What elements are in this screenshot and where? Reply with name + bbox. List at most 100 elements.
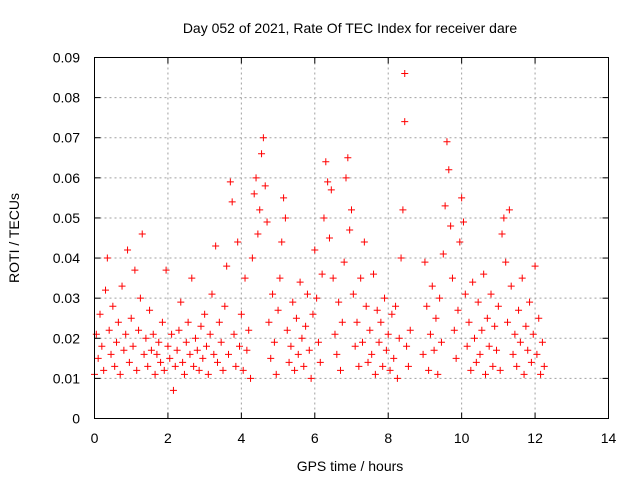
- data-point: [281, 214, 289, 222]
- data-point: [489, 362, 497, 370]
- data-point: [131, 266, 139, 274]
- data-point: [146, 306, 154, 314]
- data-point: [329, 274, 337, 282]
- data-point: [175, 326, 183, 334]
- data-point: [364, 358, 372, 366]
- y-tick-label: 0.09: [53, 50, 80, 66]
- data-point: [496, 366, 504, 374]
- data-point: [443, 138, 451, 146]
- data-point: [111, 362, 119, 370]
- data-point: [105, 326, 113, 334]
- data-point: [265, 318, 273, 326]
- data-point: [197, 322, 205, 330]
- data-point: [469, 278, 477, 286]
- data-point: [447, 222, 455, 230]
- data-point: [362, 302, 370, 310]
- data-point: [276, 274, 284, 282]
- data-point: [160, 366, 168, 374]
- data-point: [370, 270, 378, 278]
- data-point: [500, 214, 508, 222]
- data-point: [511, 330, 519, 338]
- data-point: [234, 238, 242, 246]
- y-tick-label: 0.03: [53, 290, 80, 306]
- y-tick-label: 0.02: [53, 330, 80, 346]
- data-point: [226, 178, 234, 186]
- data-point: [274, 306, 282, 314]
- data-point: [531, 262, 539, 270]
- data-point: [283, 326, 291, 334]
- data-point: [540, 362, 548, 370]
- data-point: [425, 366, 433, 374]
- data-point: [401, 70, 409, 78]
- data-point: [399, 206, 407, 214]
- data-point: [124, 246, 132, 254]
- data-point: [158, 318, 166, 326]
- y-tick-label: 0: [72, 411, 80, 427]
- data-point: [155, 338, 163, 346]
- y-tick-label: 0.06: [53, 170, 80, 186]
- data-point: [346, 226, 354, 234]
- x-tick-label: 12: [527, 430, 543, 446]
- data-point: [113, 338, 121, 346]
- y-tick-label: 0.01: [53, 370, 80, 386]
- y-tick-label: 0.08: [53, 90, 80, 106]
- data-point: [445, 166, 453, 174]
- x-tick-label: 4: [237, 430, 245, 446]
- data-point: [307, 374, 315, 382]
- data-point: [243, 346, 251, 354]
- data-point: [474, 298, 482, 306]
- data-point: [538, 338, 546, 346]
- x-tick-label: 8: [384, 430, 392, 446]
- data-point: [491, 322, 499, 330]
- data-point: [202, 342, 210, 350]
- data-point: [384, 330, 392, 338]
- data-points: [91, 70, 548, 394]
- data-point: [527, 358, 535, 366]
- data-point: [522, 322, 530, 330]
- data-point: [116, 370, 124, 378]
- data-point: [164, 342, 172, 350]
- data-point: [344, 154, 352, 162]
- data-point: [171, 362, 179, 370]
- data-point: [458, 194, 466, 202]
- data-point: [210, 350, 218, 358]
- data-point: [206, 330, 214, 338]
- data-point: [212, 242, 220, 250]
- data-point: [204, 370, 212, 378]
- data-point: [454, 306, 462, 314]
- data-point: [168, 330, 176, 338]
- data-point: [245, 326, 253, 334]
- data-point: [138, 230, 146, 238]
- data-point: [179, 358, 187, 366]
- data-point: [219, 366, 227, 374]
- y-tick-label: 0.07: [53, 130, 80, 146]
- plot-frame: [94, 57, 609, 419]
- data-point: [342, 174, 350, 182]
- data-point: [432, 314, 440, 322]
- data-point: [513, 362, 521, 370]
- data-point: [515, 306, 523, 314]
- y-tick-labels: 0 0.01 0.02 0.03 0.04 0.05 0.06 0.07 0.08 0.09: [53, 50, 80, 427]
- x-tick-labels: 0 2 4 6 8 10 12 14: [91, 430, 617, 446]
- data-point: [180, 370, 188, 378]
- data-point: [485, 342, 493, 350]
- x-tick-label: 0: [91, 430, 99, 446]
- data-point: [188, 274, 196, 282]
- data-point: [348, 206, 355, 214]
- data-point: [184, 318, 192, 326]
- data-point: [142, 334, 150, 342]
- data-point: [320, 214, 328, 222]
- data-point: [392, 302, 400, 310]
- data-point: [173, 346, 181, 354]
- data-point: [476, 350, 484, 358]
- data-point: [439, 250, 447, 258]
- data-point: [107, 350, 115, 358]
- data-point: [493, 346, 501, 354]
- x-tick-label: 14: [601, 430, 617, 446]
- data-point: [421, 258, 429, 266]
- data-point: [221, 302, 229, 310]
- data-point: [452, 354, 460, 362]
- data-point: [136, 294, 144, 302]
- chart-title: Day 052 of 2021, Rate Of TEC Index for r…: [183, 20, 518, 36]
- data-point: [195, 366, 203, 374]
